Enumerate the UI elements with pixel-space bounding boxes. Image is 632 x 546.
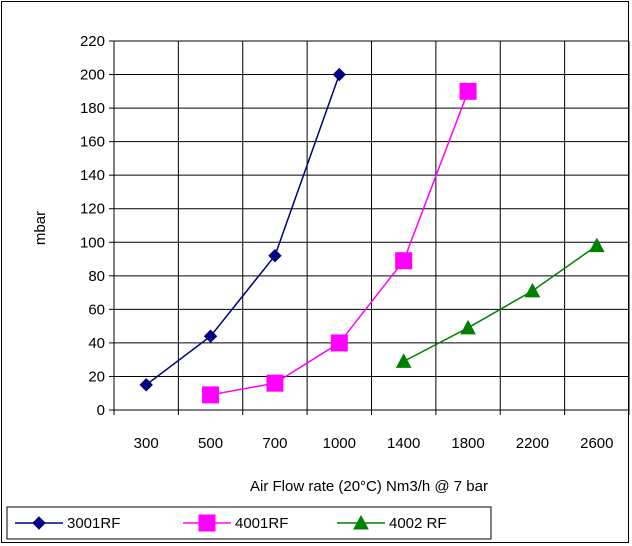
legend-marker	[32, 516, 46, 530]
x-tick-label: 1800	[451, 435, 484, 452]
data-point	[459, 82, 477, 100]
data-point	[330, 334, 348, 352]
series-4002rf	[395, 237, 605, 368]
data-point	[395, 353, 412, 368]
y-tick-label: 120	[80, 201, 105, 218]
x-tick-label: 1000	[323, 435, 356, 452]
grid-layer	[109, 40, 630, 415]
data-point	[203, 329, 218, 343]
y-tick-label: 80	[88, 268, 105, 285]
series-3001rf	[139, 67, 347, 392]
legend-label: 3001RF	[67, 515, 120, 532]
y-tick-label: 200	[80, 67, 105, 84]
y-tick-label: 160	[80, 134, 105, 151]
data-point	[139, 378, 153, 392]
y-tick-label: 60	[88, 301, 105, 318]
legend-marker	[198, 514, 216, 532]
y-tick-label: 180	[80, 100, 105, 117]
series-4001rf	[202, 82, 477, 404]
legend-label: 4002 RF	[389, 515, 447, 532]
x-axis-title: Air Flow rate (20°C) Nm3/h @ 7 bar	[250, 478, 488, 495]
legend: 3001RF 4001RF 4002 RF	[6, 506, 492, 540]
legend-marker	[353, 514, 369, 530]
data-point	[460, 319, 476, 335]
x-tick-label: 2600	[580, 435, 613, 452]
legend-entry: 4001RF	[183, 514, 288, 532]
y-tick-label: 0	[97, 402, 105, 419]
y-tick-label: 20	[88, 368, 105, 385]
x-tick-label: 1400	[387, 435, 420, 452]
legend-box	[6, 506, 492, 540]
x-axis-ticks: 300 500 700 1000 1400 1800 2200 2600	[134, 435, 614, 452]
legend-label: 4001RF	[235, 515, 288, 532]
series-line	[403, 245, 598, 363]
x-tick-label: 700	[262, 435, 287, 452]
y-tick-label: 100	[80, 234, 105, 251]
data-point	[268, 248, 282, 263]
x-tick-label: 2200	[516, 435, 549, 452]
y-tick-label: 220	[80, 33, 105, 50]
series-layer	[139, 67, 605, 404]
data-point	[395, 252, 413, 270]
data-point	[266, 374, 284, 392]
data-point	[524, 282, 541, 298]
legend-entry: 3001RF	[15, 515, 120, 532]
y-tick-label: 40	[88, 335, 105, 352]
x-tick-label: 300	[134, 435, 159, 452]
data-point	[202, 386, 220, 404]
data-point	[588, 237, 605, 253]
y-axis-ticks: 0 20 40 60 80 100 120 140 160 180 200 220	[80, 33, 105, 419]
y-tick-label: 140	[80, 167, 105, 184]
legend-entry: 4002 RF	[337, 514, 447, 532]
data-point	[332, 67, 347, 82]
x-tick-label: 500	[198, 435, 223, 452]
series-line	[145, 74, 341, 386]
y-axis-title: mbar	[32, 211, 49, 245]
